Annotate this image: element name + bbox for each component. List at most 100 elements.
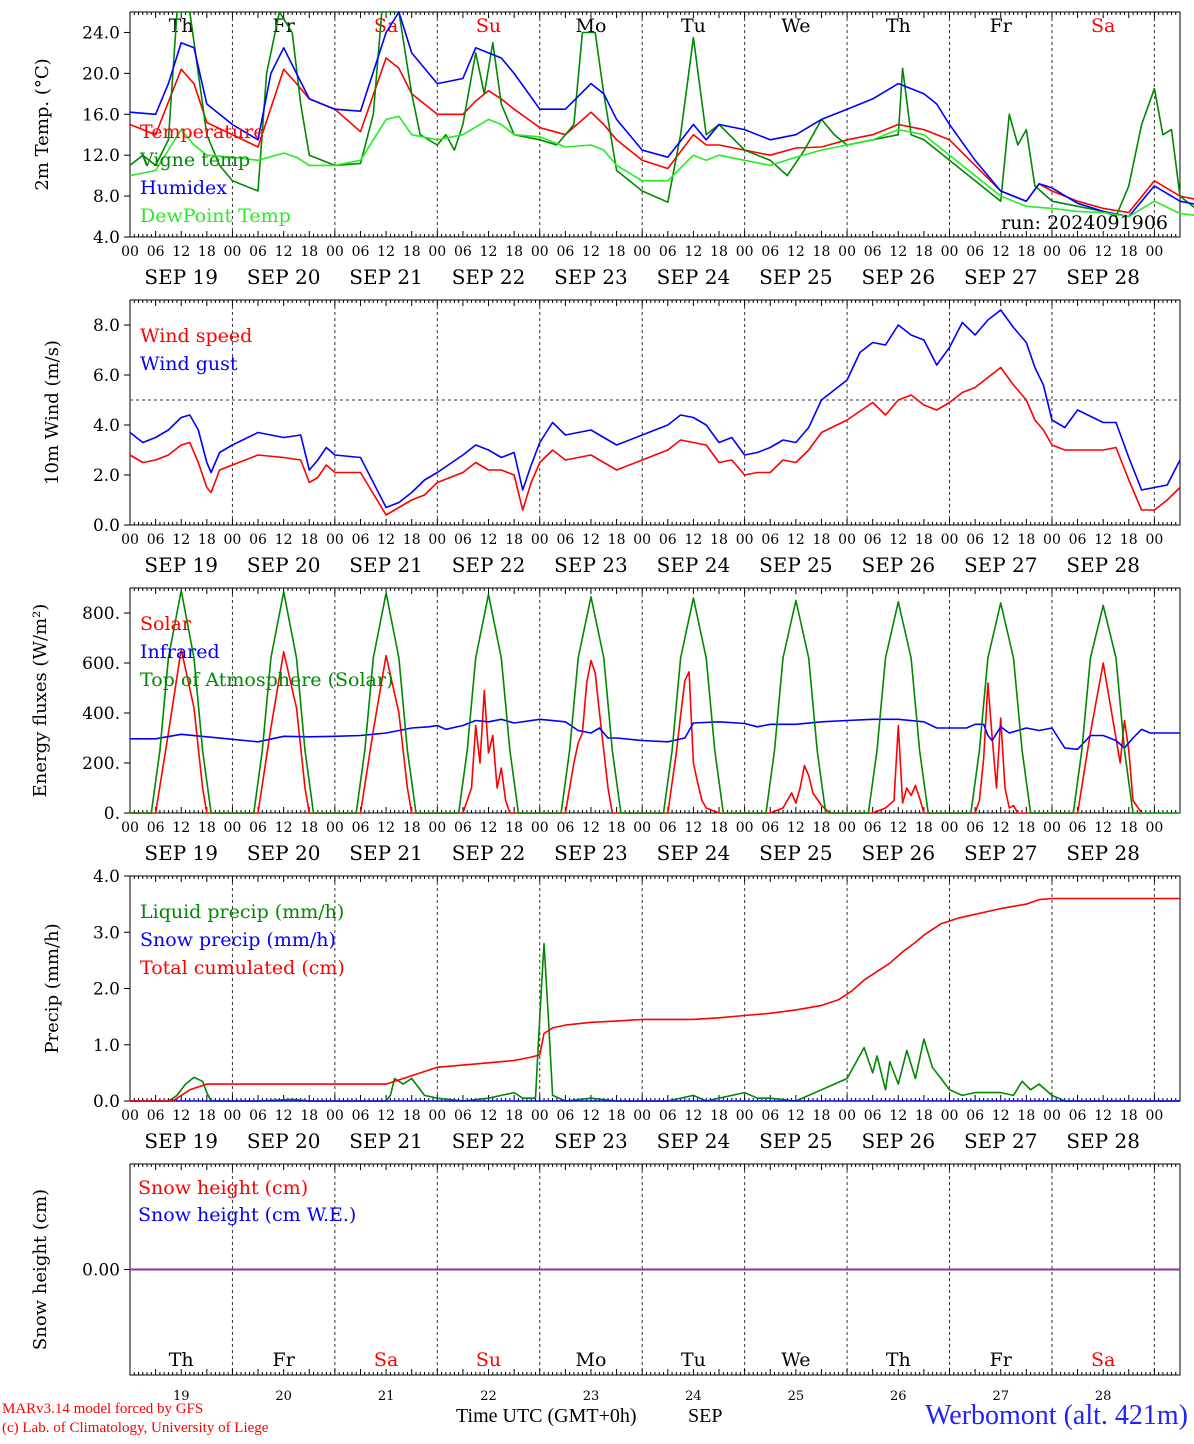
wind-series-line [129,366,1181,516]
snow-day-number-label: 26 [890,1389,907,1404]
energy-date-label: SEP 20 [247,841,321,865]
snow-day-of-week-label: Fr [273,1349,296,1371]
wind-hour-tick-label: 12 [889,532,907,548]
temp-hour-tick-label: 06 [352,244,370,260]
energy-hour-tick-label: 06 [864,820,882,836]
precip-hour-tick-label: 12 [275,1108,293,1124]
wind-hour-tick-label: 12 [480,532,498,548]
temp-hour-tick-label: 12 [992,244,1010,260]
temp-hour-tick-label: 06 [761,244,779,260]
energy-hour-tick-label: 06 [352,820,370,836]
precip-hour-tick-label: 06 [659,1108,677,1124]
temp-legend-entry: DewPoint Temp [140,205,291,227]
wind-y-tick-label: 8.0 [93,316,120,336]
energy-hour-tick-label: 06 [966,820,984,836]
wind-date-label: SEP 24 [657,553,731,577]
temp-hour-tick-label: 00 [121,244,139,260]
energy-hour-tick-label: 12 [992,820,1010,836]
energy-hour-tick-label: 06 [556,820,574,836]
precip-hour-tick-label: 06 [1069,1108,1087,1124]
energy-hour-tick-label: 00 [838,820,856,836]
energy-hour-tick-label: 18 [1120,820,1138,836]
wind-y-axis-label: 10m Wind (m/s) [42,340,63,485]
wind-y-tick-label: 2.0 [93,466,120,486]
energy-y-tick-label: 600. [82,654,120,674]
temp-hour-tick-label: 18 [403,244,421,260]
temp-hour-tick-label: 00 [224,244,242,260]
snow-day-of-week-label: We [781,1349,810,1371]
precip-hour-tick-label: 00 [326,1108,344,1124]
temp-series-line [129,11,1194,218]
energy-legend-entry: Infrared [140,641,220,663]
energy-hour-tick-label: 18 [198,820,216,836]
temp-hour-tick-label: 06 [454,244,472,260]
temp-series-line [129,11,1194,218]
energy-hour-tick-label: 12 [275,820,293,836]
wind-hour-tick-label: 12 [685,532,703,548]
snow-day-number-label: 23 [583,1389,600,1404]
snow-day-number-label: 25 [788,1389,805,1404]
lab-credit: (c) Lab. of Climatology, University of L… [2,1420,269,1436]
temp-hour-tick-label: 18 [505,244,523,260]
temp-hour-tick-label: 18 [813,244,831,260]
temp-hour-tick-label: 12 [889,244,907,260]
temp-y-tick-label: 16.0 [82,105,120,125]
temp-date-label: SEP 20 [247,265,321,289]
energy-legend-entry: Top of Atmosphere (Solar) [140,669,393,691]
precip-y-tick-label: 1.0 [93,1036,120,1056]
wind-hour-tick-label: 18 [198,532,216,548]
energy-hour-tick-label: 18 [505,820,523,836]
wind-hour-tick-label: 18 [710,532,728,548]
wind-y-tick-label: 4.0 [93,416,120,436]
temp-hour-tick-label: 00 [941,244,959,260]
wind-hour-tick-label: 06 [761,532,779,548]
energy-hour-tick-label: 00 [633,820,651,836]
wind-hour-tick-label: 00 [224,532,242,548]
precip-date-label: SEP 24 [657,1129,731,1153]
wind-hour-tick-label: 06 [1069,532,1087,548]
snow-day-number-label: 24 [685,1389,702,1404]
model-credit: MARv3.14 model forced by GFS [2,1401,204,1417]
energy-date-label: SEP 27 [964,841,1038,865]
wind-date-label: SEP 19 [144,553,218,577]
energy-hour-tick-label: 06 [761,820,779,836]
temp-y-tick-label: 12.0 [82,146,120,166]
temp-hour-tick-label: 12 [377,244,395,260]
temp-hour-tick-label: 18 [710,244,728,260]
temp-y-axis-label: 2m Temp. (°C) [32,58,53,190]
wind-hour-tick-label: 00 [428,532,446,548]
precip-hour-tick-label: 06 [147,1108,165,1124]
energy-hour-tick-label: 12 [377,820,395,836]
wind-legend-entry: Wind speed [140,325,252,347]
temp-date-label: SEP 28 [1066,265,1140,289]
temp-hour-tick-label: 18 [1120,244,1138,260]
energy-hour-tick-label: 18 [608,820,626,836]
temp-hour-tick-label: 12 [582,244,600,260]
precip-hour-tick-label: 00 [736,1108,754,1124]
temp-hour-tick-label: 00 [531,244,549,260]
precip-y-tick-label: 4.0 [93,867,120,887]
temp-hour-tick-label: 18 [608,244,626,260]
temp-date-label: SEP 25 [759,265,833,289]
energy-hour-tick-label: 12 [889,820,907,836]
wind-hour-tick-label: 00 [531,532,549,548]
energy-y-tick-label: 200. [82,754,120,774]
temp-legend-entry: Temperature [140,121,264,143]
day-of-week-label: Su [476,15,501,37]
wind-date-label: SEP 21 [349,553,423,577]
precip-legend-entry: Liquid precip (mm/h) [140,901,344,923]
energy-hour-tick-label: 12 [582,820,600,836]
temp-y-tick-label: 4.0 [93,228,120,248]
energy-hour-tick-label: 00 [531,820,549,836]
temp-date-label: SEP 19 [144,265,218,289]
temp-hour-tick-label: 00 [838,244,856,260]
temp-hour-tick-label: 12 [480,244,498,260]
day-of-week-label: Sa [1091,15,1115,37]
energy-hour-tick-label: 18 [813,820,831,836]
precip-hour-tick-label: 00 [633,1108,651,1124]
energy-date-label: SEP 21 [349,841,423,865]
snow-day-of-week-label: Th [169,1349,194,1371]
temp-hour-tick-label: 12 [685,244,703,260]
energy-y-tick-label: 400. [82,704,120,724]
wind-date-label: SEP 26 [862,553,936,577]
